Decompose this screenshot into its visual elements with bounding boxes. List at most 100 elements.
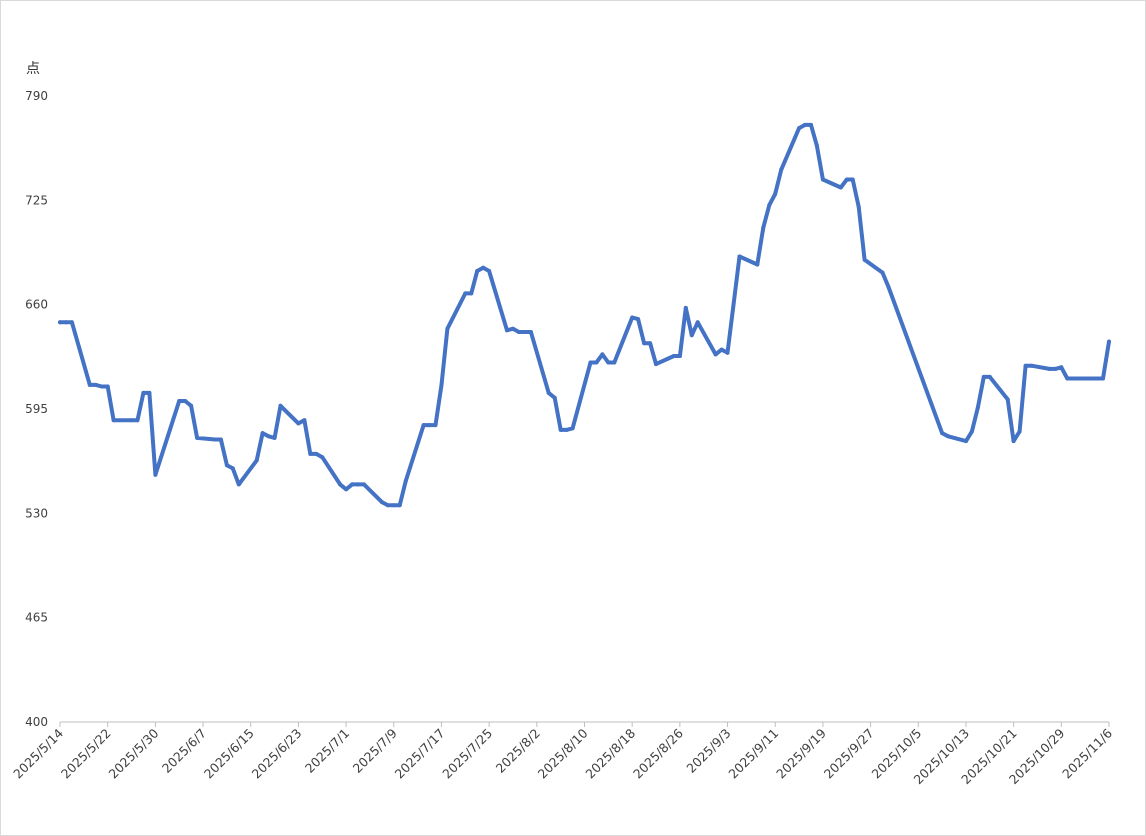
data-point: [260, 431, 265, 436]
data-point: [397, 503, 402, 508]
data-point: [177, 399, 182, 403]
x-tick-label: 2025/9/19: [773, 725, 829, 781]
data-point: [213, 437, 217, 442]
data-point: [755, 262, 760, 267]
data-point: [886, 285, 891, 289]
data-point: [350, 482, 355, 487]
data-point: [69, 320, 74, 325]
series-layer: [58, 122, 1111, 508]
data-point: [814, 143, 819, 148]
data-point: [552, 395, 557, 400]
x-tick-label: 2025/6/7: [159, 726, 209, 776]
data-point: [1011, 439, 1016, 444]
data-point: [558, 427, 563, 432]
x-tick-label: 2025/7/1: [302, 726, 352, 776]
data-point: [129, 418, 134, 423]
x-tick-label: 2025/7/9: [350, 725, 400, 775]
data-point: [338, 482, 343, 487]
x-tick-label: 2025/5/30: [106, 725, 162, 781]
data-point: [683, 305, 688, 310]
data-point: [64, 320, 68, 325]
data-point: [463, 291, 468, 296]
data-point: [606, 360, 611, 365]
data-point: [93, 382, 98, 387]
data-point: [153, 472, 158, 477]
data-point: [689, 333, 694, 338]
data-point: [356, 482, 360, 487]
data-point: [695, 320, 700, 325]
data-point: [111, 418, 116, 423]
data-point: [427, 423, 432, 428]
x-tick-label: 2025/8/26: [630, 725, 686, 781]
data-point: [135, 418, 140, 423]
data-point: [99, 384, 104, 389]
data-point: [445, 326, 450, 331]
data-point: [767, 203, 772, 208]
data-point: [648, 341, 653, 346]
x-tick-label: 2025/6/23: [249, 726, 305, 782]
data-point: [522, 330, 527, 334]
data-point: [362, 482, 366, 487]
data-point: [1053, 366, 1058, 371]
data-point: [308, 451, 313, 456]
data-point: [314, 451, 319, 456]
data-point: [1029, 363, 1034, 368]
data-point: [642, 341, 647, 346]
data-point: [379, 500, 384, 505]
data-point: [433, 423, 438, 428]
data-point: [630, 315, 635, 320]
data-point: [671, 354, 676, 358]
data-point: [779, 167, 784, 172]
y-tick-label: 725: [25, 193, 48, 207]
data-point: [1023, 363, 1028, 368]
data-point: [254, 458, 259, 463]
y-tick-label: 530: [25, 506, 48, 520]
data-point: [1101, 376, 1105, 381]
data-point: [761, 225, 766, 230]
data-point: [719, 347, 724, 352]
data-point: [862, 257, 867, 262]
data-point: [725, 350, 730, 355]
data-point: [850, 177, 855, 182]
data-point: [1017, 429, 1022, 434]
data-point: [385, 503, 390, 508]
data-point: [528, 330, 533, 334]
data-point: [981, 374, 986, 379]
data-point: [439, 382, 444, 387]
y-tick-label: 465: [25, 611, 48, 625]
data-point: [1047, 366, 1052, 371]
data-point: [1089, 376, 1094, 381]
data-point: [421, 423, 426, 428]
data-point: [516, 330, 521, 334]
data-point: [1065, 376, 1070, 381]
data-point: [105, 384, 110, 389]
x-tick-label: 2025/8/2: [493, 726, 543, 776]
data-point: [266, 434, 271, 439]
data-point: [272, 435, 277, 440]
data-point: [564, 427, 569, 432]
data-point: [946, 434, 951, 439]
data-point: [1071, 376, 1076, 381]
y-axis-unit-label: 点: [26, 61, 40, 77]
data-point: [230, 466, 235, 471]
data-point: [481, 265, 486, 270]
data-point: [1005, 397, 1010, 402]
x-tick-label: 2025/7/17: [392, 726, 448, 782]
x-tick-label: 2025/9/27: [821, 726, 877, 782]
x-tick-label: 2025/8/10: [535, 725, 591, 781]
data-point: [147, 390, 152, 395]
data-point: [236, 482, 241, 487]
y-tick-label: 400: [25, 715, 48, 729]
data-point: [964, 439, 968, 444]
data-point: [713, 352, 718, 357]
data-point: [218, 437, 223, 442]
data-point: [195, 435, 200, 440]
data-point: [677, 354, 682, 358]
data-point: [844, 177, 849, 182]
data-point: [803, 122, 807, 127]
data-point: [797, 126, 802, 131]
y-tick-label: 660: [25, 298, 48, 312]
data-point: [278, 403, 283, 408]
y-axis: 400 465 530 595 660 725 790: [25, 89, 48, 729]
